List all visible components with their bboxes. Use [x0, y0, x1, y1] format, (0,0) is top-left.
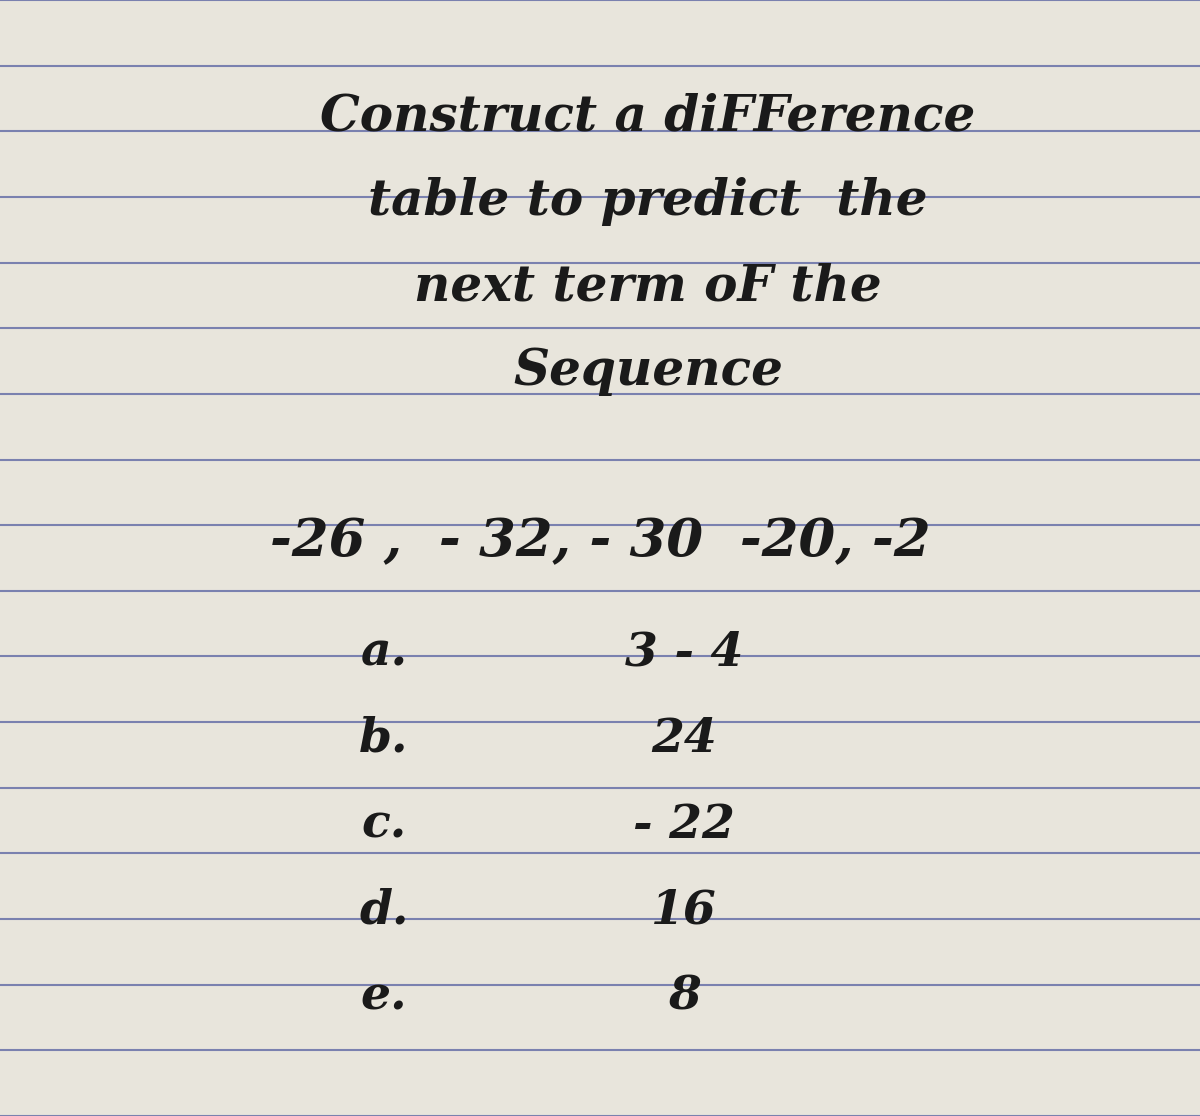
Text: 8: 8: [667, 973, 701, 1020]
Text: a.: a.: [360, 629, 408, 676]
Text: 16: 16: [652, 887, 716, 934]
Text: table to predict  the: table to predict the: [368, 177, 928, 227]
Text: Sequence: Sequence: [514, 347, 784, 396]
Text: c.: c.: [361, 801, 407, 848]
Text: 3 - 4: 3 - 4: [625, 629, 743, 676]
Text: b.: b.: [359, 715, 409, 762]
Text: -26 ,  - 32, - 30  -20, -2: -26 , - 32, - 30 -20, -2: [270, 516, 930, 567]
Text: 24: 24: [652, 715, 716, 762]
Text: Construct a diFFerеnce: Construct a diFFerеnce: [320, 93, 976, 142]
Text: d.: d.: [359, 887, 409, 934]
Text: e.: e.: [361, 973, 407, 1020]
Text: - 22: - 22: [634, 801, 734, 848]
Text: next term oF the: next term oF the: [414, 262, 882, 311]
